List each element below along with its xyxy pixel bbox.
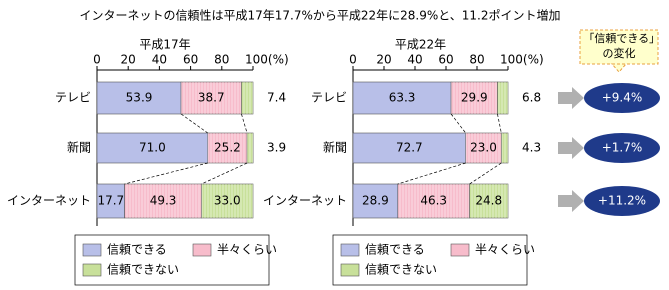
connector bbox=[241, 113, 248, 134]
connector bbox=[497, 113, 502, 134]
hatch bbox=[469, 184, 508, 218]
legend-swatch bbox=[340, 263, 360, 277]
x-tick-label: 0 bbox=[93, 53, 101, 67]
bar-segment bbox=[96, 183, 125, 219]
x-tick-label: 20 bbox=[121, 53, 136, 67]
legend-label: 信頼できる bbox=[107, 243, 167, 257]
hatch bbox=[241, 82, 253, 114]
value-label: 28.9 bbox=[362, 194, 389, 208]
value-label: 6.8 bbox=[522, 91, 541, 105]
hatch bbox=[181, 82, 242, 114]
value-label: 3.9 bbox=[267, 141, 286, 155]
value-label: 23.0 bbox=[470, 141, 497, 155]
change-oval bbox=[584, 83, 660, 113]
connector bbox=[124, 162, 208, 185]
x-tick-label: 40 bbox=[407, 53, 422, 67]
legend-swatch bbox=[82, 263, 102, 277]
callout: 「信頼できる」の変化 bbox=[583, 32, 655, 60]
value-label: 49.3 bbox=[150, 194, 177, 208]
connector bbox=[397, 162, 466, 185]
category-label: 新聞 bbox=[323, 140, 347, 155]
legend-label: 信頼できない bbox=[365, 263, 437, 277]
change-label: +9.4% bbox=[602, 91, 643, 105]
value-label: 29.9 bbox=[461, 91, 488, 105]
hatch bbox=[465, 133, 502, 163]
hatch bbox=[201, 184, 253, 218]
legend-label: 半々くらい bbox=[217, 243, 277, 257]
value-label: 4.3 bbox=[522, 141, 541, 155]
value-label: 33.0 bbox=[214, 194, 241, 208]
value-label: 38.7 bbox=[198, 91, 225, 105]
category-label: テレビ bbox=[311, 91, 347, 105]
arrow bbox=[558, 87, 584, 109]
change-oval bbox=[584, 186, 660, 216]
x-tick-label: 0 bbox=[349, 53, 357, 67]
category-label: インターネット bbox=[263, 194, 347, 208]
hatch bbox=[247, 133, 254, 163]
value-label: 71.0 bbox=[139, 141, 166, 155]
callout-pointer bbox=[610, 63, 628, 73]
arrow bbox=[558, 137, 584, 159]
legend-label: 半々くらい bbox=[475, 243, 535, 257]
change-label: +11.2% bbox=[598, 194, 646, 208]
legend-swatch bbox=[450, 243, 470, 257]
x-tick-label: 100(%) bbox=[245, 53, 289, 67]
x-tick-label: 60 bbox=[438, 53, 453, 67]
legend-frame bbox=[332, 234, 528, 286]
bar-segment bbox=[352, 132, 466, 164]
value-label: 17.7 bbox=[97, 194, 124, 208]
value-label: 53.9 bbox=[126, 91, 153, 105]
hatch bbox=[501, 133, 508, 163]
callout-box bbox=[579, 29, 659, 65]
category-label: テレビ bbox=[55, 91, 91, 105]
change-oval bbox=[584, 133, 660, 163]
x-tick-label: 80 bbox=[214, 53, 229, 67]
legend-label: 信頼できる bbox=[365, 243, 425, 257]
category-label: インターネット bbox=[7, 194, 91, 208]
change-label: +1.7% bbox=[602, 141, 643, 155]
x-tick-label: 60 bbox=[183, 53, 198, 67]
legend-swatch bbox=[340, 243, 360, 257]
value-label: 46.3 bbox=[420, 194, 447, 208]
panel-title: 平成17年 bbox=[139, 38, 190, 52]
category-label: 新聞 bbox=[67, 140, 91, 155]
x-tick-label: 20 bbox=[376, 53, 391, 67]
x-tick-label: 80 bbox=[469, 53, 484, 67]
panel-title: 平成22年 bbox=[395, 38, 446, 52]
hatch bbox=[497, 82, 508, 114]
bar-segment bbox=[352, 183, 399, 219]
title: インターネットの信頼性は平成17年17.7%から平成22年に28.9%と、11.… bbox=[79, 9, 560, 23]
value-label: 7.4 bbox=[267, 91, 286, 105]
bar-segment bbox=[352, 81, 452, 115]
bar-segment bbox=[96, 81, 182, 115]
arrow bbox=[558, 190, 584, 212]
hatch bbox=[207, 133, 248, 163]
hatch bbox=[124, 184, 202, 218]
legend-label: 信頼できない bbox=[107, 263, 179, 277]
value-label: 72.7 bbox=[396, 141, 423, 155]
value-label: 63.3 bbox=[389, 91, 416, 105]
connector bbox=[180, 113, 208, 134]
value-label: 24.8 bbox=[475, 194, 502, 208]
callout-text: 「信頼できる」の変化 bbox=[583, 32, 655, 60]
x-tick-label: 40 bbox=[152, 53, 167, 67]
legend-swatch bbox=[82, 243, 102, 257]
legend-swatch bbox=[192, 243, 212, 257]
connector bbox=[469, 162, 502, 185]
legend-frame bbox=[74, 234, 270, 286]
connector bbox=[201, 162, 248, 185]
hatch bbox=[397, 184, 470, 218]
hatch bbox=[451, 82, 498, 114]
value-label: 25.2 bbox=[214, 141, 241, 155]
connector bbox=[450, 113, 466, 134]
x-tick-label: 100(%) bbox=[500, 53, 544, 67]
